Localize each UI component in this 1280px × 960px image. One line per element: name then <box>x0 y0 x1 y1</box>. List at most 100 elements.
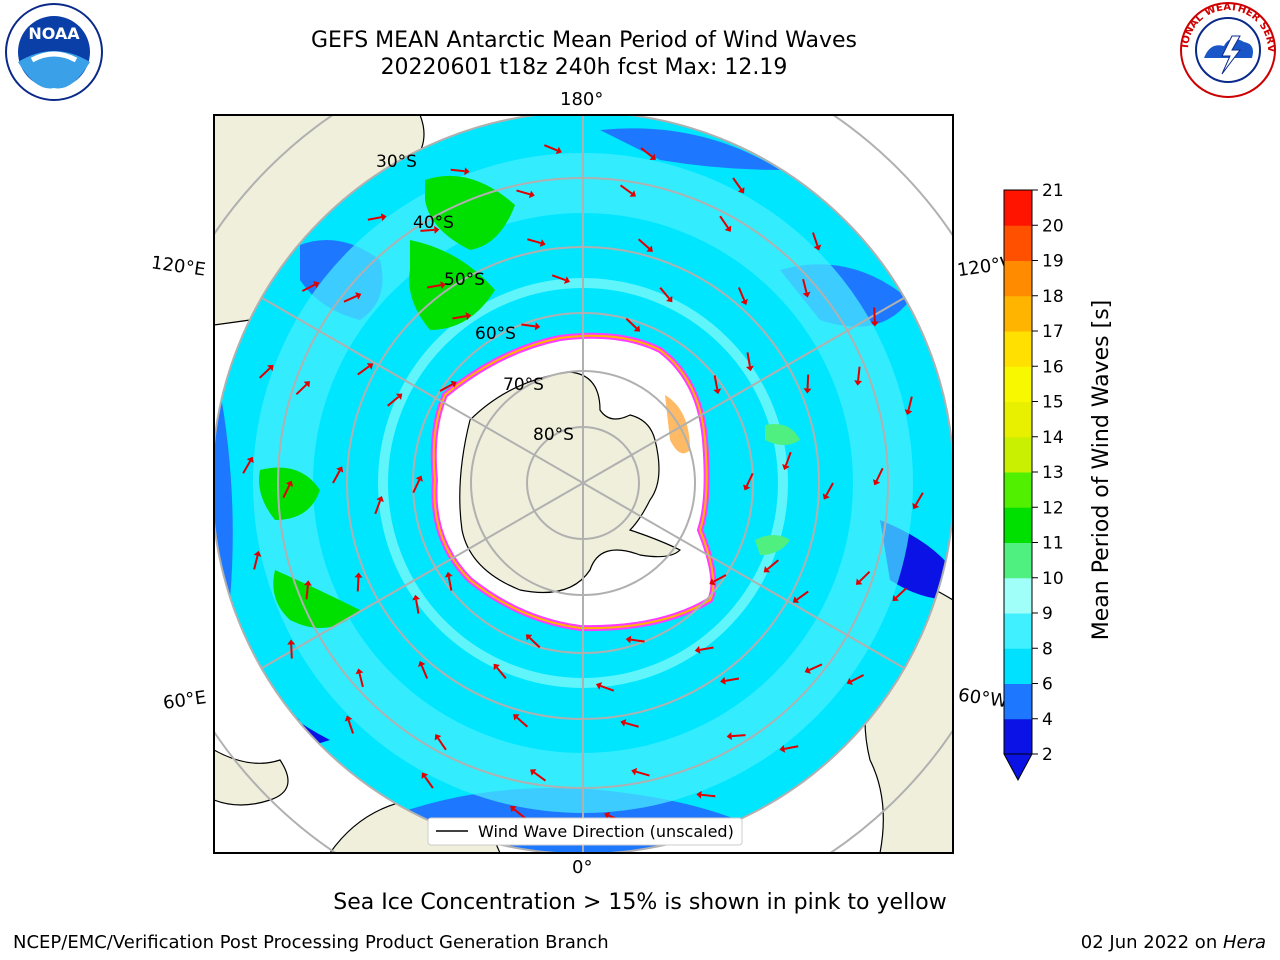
wind-wave-arrow <box>745 472 754 487</box>
wind-wave-arrowhead <box>421 772 429 779</box>
wind-wave-arrowhead <box>355 668 364 675</box>
wind-wave-arrow <box>713 375 719 390</box>
colorbar-tick-label: 21 <box>1042 181 1064 201</box>
wind-wave-arrow <box>724 677 740 682</box>
lat-label-80s: 80°S <box>533 425 574 445</box>
wind-wave-arrow <box>332 470 341 484</box>
wind-wave-arrowhead <box>743 484 751 491</box>
madagascar-land <box>214 749 289 806</box>
wind-wave-arrow <box>253 555 259 570</box>
wind-wave-arrow <box>437 737 447 751</box>
wind-wave-arrow <box>796 590 809 601</box>
wind-wave-arrow <box>452 315 467 320</box>
wind-wave-arrow <box>305 585 309 600</box>
wind-wave-arrowhead <box>434 225 440 234</box>
wind-wave-arrowhead <box>912 502 920 510</box>
wind-wave-arrowhead <box>802 291 811 298</box>
wind-wave-arrow <box>875 467 884 482</box>
colorbar-tick-label: 14 <box>1042 428 1064 448</box>
wind-wave-arrow <box>521 323 536 328</box>
wind-wave-arrowhead <box>534 322 541 331</box>
footer-date: 02 Jun 2022 on <box>1080 932 1223 953</box>
wind-wave-arrowhead <box>625 635 632 644</box>
colorbar-block <box>1004 331 1032 367</box>
lon-label-0: 0° <box>572 857 593 878</box>
wind-wave-arrow <box>242 460 252 474</box>
wind-wave-arrow <box>374 500 382 515</box>
lat-label-70s: 70°S <box>503 375 544 395</box>
colorbar-block <box>1004 190 1032 226</box>
footer-left: NCEP/EMC/Verification Post Processing Pr… <box>13 932 609 953</box>
wind-wave-arrowhead <box>620 719 627 727</box>
wind-wave-arrow <box>496 666 507 679</box>
wind-wave-arrowhead <box>366 363 374 370</box>
colorbar-extend-triangle <box>1003 753 1033 782</box>
wind-wave-arrow <box>516 189 531 196</box>
colorbar-block <box>1004 683 1032 720</box>
wind-wave-arrowhead <box>336 466 344 473</box>
wind-wave-arrowhead <box>450 380 457 388</box>
wind-wave-arrow <box>625 317 638 329</box>
wind-wave-arrow <box>426 284 442 289</box>
wind-wave-arrowhead <box>846 677 853 685</box>
wind-wave-arrowhead <box>854 380 863 386</box>
wind-wave-arrow <box>766 559 779 570</box>
wind-wave-arrowhead <box>804 666 811 674</box>
wind-wave-arrow <box>858 570 871 583</box>
wind-wave-arrowhead <box>892 594 899 602</box>
wind-wave-arrowhead <box>253 550 262 557</box>
wind-wave-arrow <box>701 793 716 798</box>
wind-wave-arrow <box>420 228 435 232</box>
wind-wave-arrowhead <box>464 167 470 176</box>
wind-wave-arrowhead <box>287 639 296 645</box>
wind-wave-arrowhead <box>779 744 786 753</box>
wind-wave-arrow <box>825 482 834 496</box>
wind-wave-arrowhead <box>513 714 520 721</box>
colorbar-tick-label: 20 <box>1042 216 1064 236</box>
wind-wave-arrowhead <box>724 225 732 232</box>
wind-wave-arrowhead <box>465 312 472 321</box>
wind-wave-arrow <box>732 177 742 190</box>
wind-wave-arrowhead <box>563 276 571 284</box>
wind-wave-arrowhead <box>737 187 745 194</box>
wind-wave-arrowhead <box>395 393 403 400</box>
colorbar-tick-label: 8 <box>1042 639 1053 659</box>
colorbar-tick-label: 6 <box>1042 675 1053 695</box>
colorbar-tick-label: 11 <box>1042 534 1064 554</box>
colorbar-tick-label: 15 <box>1042 393 1064 413</box>
wind-wave-arrow <box>630 638 645 643</box>
graticule <box>214 115 953 853</box>
wind-wave-arrow <box>640 147 653 158</box>
wind-wave-arrowhead <box>354 572 363 578</box>
map-subtitle: 20220601 t18z 240h fcst Max: 12.19 <box>380 55 788 80</box>
wind-wave-arrow <box>387 396 400 407</box>
colorbar-tick-label: 18 <box>1042 287 1064 307</box>
wind-wave-arrow <box>527 238 542 245</box>
colorbar-tick-label: 9 <box>1042 604 1053 624</box>
wind-wave-arrow <box>295 383 308 396</box>
wind-wave-arrowhead <box>595 682 603 690</box>
wind-wave-arrow <box>746 352 751 367</box>
colorbar-tick-label: 12 <box>1042 498 1064 518</box>
colorbar-block <box>1004 472 1032 508</box>
wind-wave-arrowhead <box>870 321 879 327</box>
sea-ice-note: Sea Ice Concentration > 15% is shown in … <box>333 890 947 915</box>
wind-wave-arrowhead <box>418 660 426 668</box>
wind-wave-arrow <box>624 721 639 728</box>
map-frame <box>213 114 954 854</box>
wind-wave-arrow <box>600 684 615 692</box>
lat-label-40s: 40°S <box>413 213 454 233</box>
colorbar-tick-label: 10 <box>1042 569 1064 589</box>
colorbar-block <box>1004 613 1032 649</box>
colorbar-tick-label: 19 <box>1042 252 1064 272</box>
wind-wave-arrowhead <box>694 645 701 654</box>
wind-wave-arrow <box>719 215 729 229</box>
wind-wave-arrowhead <box>696 790 702 799</box>
wind-wave-arrowhead <box>709 578 716 586</box>
wind-wave-arrow <box>806 374 810 389</box>
wind-wave-arrowhead <box>855 578 863 585</box>
wind-wave-arrowhead <box>525 634 533 641</box>
wind-wave-arrowhead <box>267 364 274 372</box>
wind-wave-arrowhead <box>376 495 384 503</box>
wind-wave-arrowhead <box>872 479 881 486</box>
